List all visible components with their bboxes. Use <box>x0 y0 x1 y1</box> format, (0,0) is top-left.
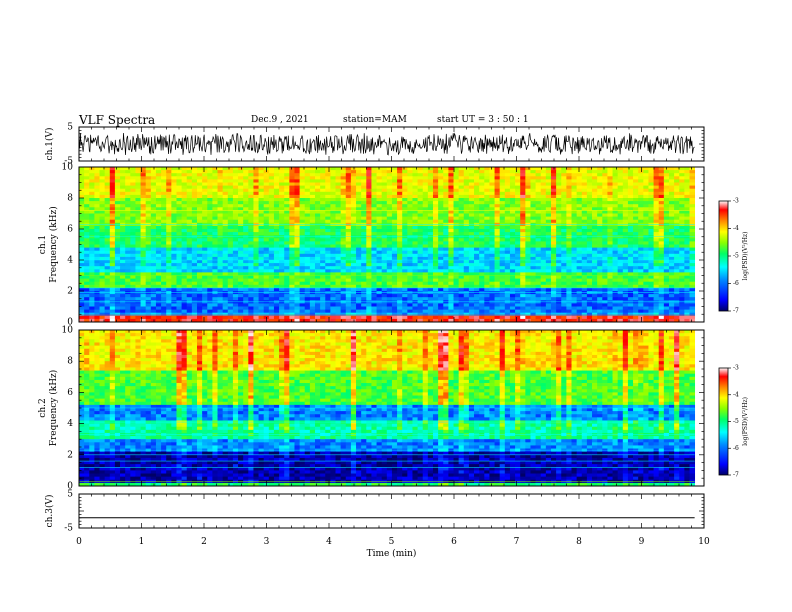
ch2-spectrogram-image <box>79 330 696 487</box>
colorbar-tick-label: -6 <box>733 445 739 452</box>
ch1-waveform-trace <box>78 132 695 156</box>
ytick-label: 0 <box>67 318 73 328</box>
start-time-label: start UT = 3 : 50 : 1 <box>437 115 529 125</box>
colorbar-2 <box>718 367 729 476</box>
xtick-label: 3 <box>264 537 270 547</box>
ytick-label: 6 <box>67 225 73 235</box>
ytick-label: 5 <box>67 490 73 500</box>
ytick-label: 10 <box>62 326 74 336</box>
axis-labels: 5-55-502468100246810ch.1(V)ch.1Frequency… <box>38 123 710 560</box>
colorbar-tick-label: -7 <box>733 472 739 479</box>
figure-title: VLF Spectra <box>79 113 156 127</box>
colorbar-tick-label: -7 <box>733 308 739 315</box>
colorbar-tick-label: -4 <box>733 225 739 232</box>
colorbar-1 <box>718 200 729 312</box>
x-axis-label: Time (min) <box>367 548 417 559</box>
ch1-spec-ylabel: ch.1Frequency (kHz) <box>38 206 59 283</box>
ch1-spectrogram-image <box>79 167 696 323</box>
ytick-label: 6 <box>67 388 73 398</box>
colorbars: -3 -4 -5 -6 -7 log(PSD)(V²/Hz) -3 -4 -5 -6 -7 log(P… <box>718 198 749 479</box>
ytick-label: 5 <box>67 123 73 133</box>
xtick-label: 9 <box>639 537 645 547</box>
colorbar-tick-label: -4 <box>733 391 739 398</box>
ytick-label: -5 <box>64 524 73 534</box>
ytick-label: 8 <box>67 357 73 367</box>
ytick-label: 10 <box>62 163 74 173</box>
xtick-label: 10 <box>698 537 710 547</box>
date-label: Dec.9 , 2021 <box>251 115 309 125</box>
xtick-label: 7 <box>514 537 520 547</box>
ch1-ylabel: ch.1(V) <box>44 128 55 161</box>
ch3-ylabel: ch.3(V) <box>44 495 55 528</box>
ytick-label: -5 <box>64 157 73 167</box>
xtick-label: 0 <box>76 537 82 547</box>
xtick-label: 5 <box>389 537 395 547</box>
ytick-label: 8 <box>67 194 73 204</box>
ch2-spec-ylabel: ch.2Frequency (kHz) <box>38 370 59 447</box>
colorbar-label: log(PSD)(V²/Hz) <box>742 232 749 281</box>
panel-frame-4 <box>78 493 705 529</box>
xtick-label: 2 <box>201 537 207 547</box>
axis-ticks <box>78 126 705 529</box>
ytick-label: 4 <box>67 256 73 266</box>
xtick-label: 6 <box>451 537 457 547</box>
colorbar-tick-label: -3 <box>733 365 739 372</box>
xtick-label: 1 <box>139 537 145 547</box>
ytick-label: 2 <box>67 450 73 460</box>
colorbar-tick-label: -3 <box>733 198 739 205</box>
colorbar-tick-label: -5 <box>733 253 739 260</box>
colorbar-tick-label: -5 <box>733 418 739 425</box>
colorbar-tick-label: -6 <box>733 280 739 287</box>
colorbar-label: log(PSD)(V²/Hz) <box>742 397 749 446</box>
ytick-label: 0 <box>67 482 73 492</box>
ytick-label: 4 <box>67 419 73 429</box>
xtick-label: 8 <box>576 537 582 547</box>
ytick-label: 2 <box>67 287 73 297</box>
ch1-waveform-line <box>78 132 695 156</box>
station-label: station=MAM <box>343 115 407 125</box>
xtick-label: 4 <box>326 537 332 547</box>
